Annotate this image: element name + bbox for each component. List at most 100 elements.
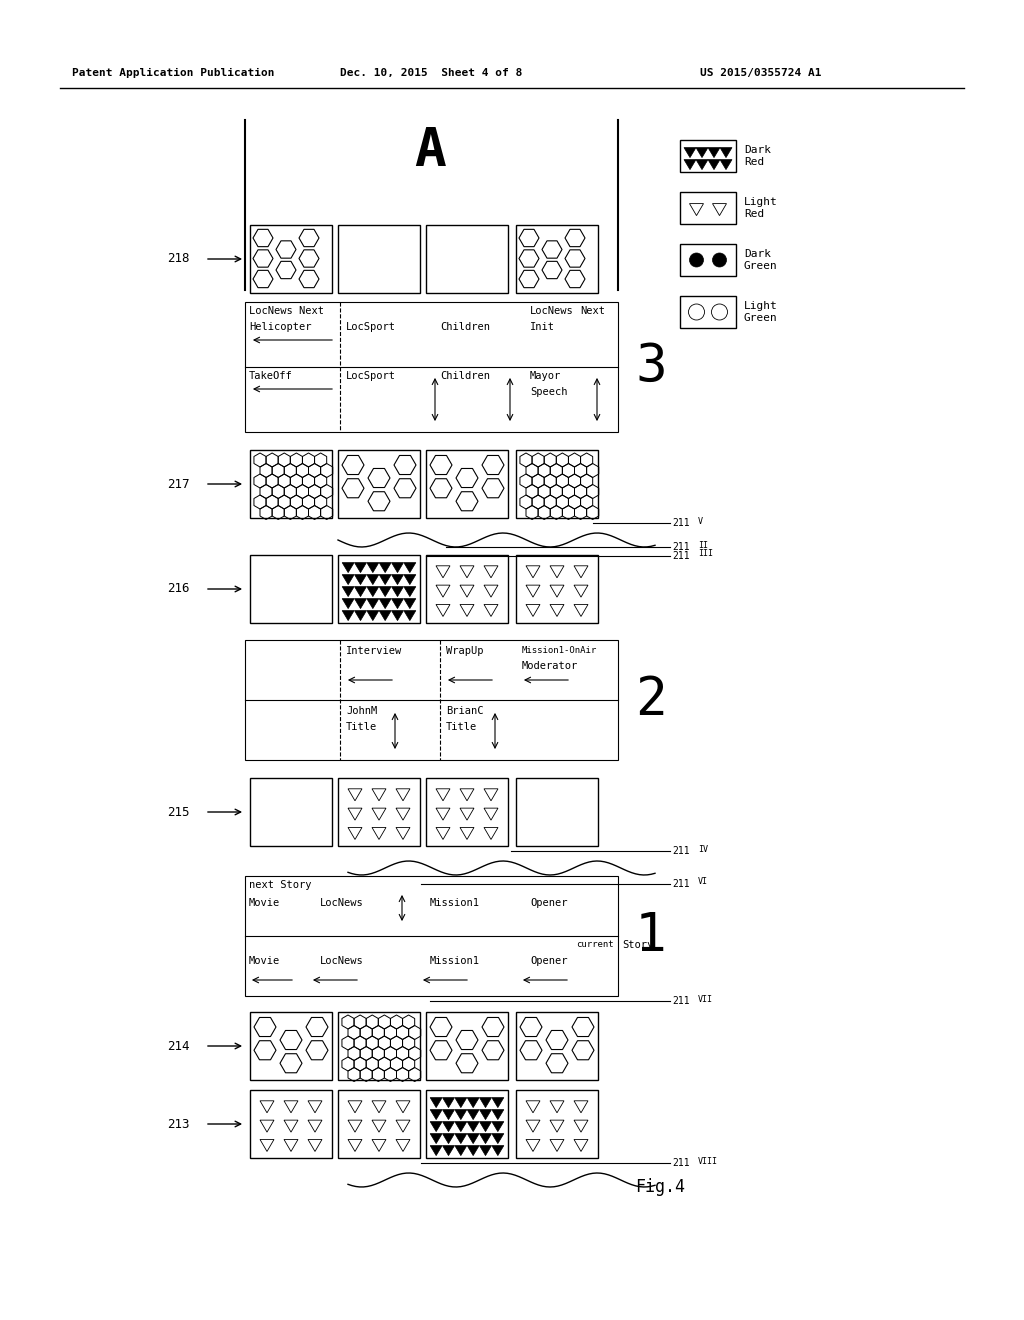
Text: 211: 211: [672, 543, 689, 552]
Polygon shape: [467, 1098, 479, 1107]
Polygon shape: [442, 1110, 455, 1119]
Bar: [516, 554, 598, 623]
Text: II: II: [698, 540, 708, 549]
Text: A: A: [414, 125, 445, 177]
Bar: [245, 302, 618, 432]
Bar: [245, 640, 618, 760]
Polygon shape: [492, 1134, 504, 1143]
Text: 3: 3: [635, 341, 667, 393]
Bar: [426, 450, 508, 517]
Text: Story: Story: [622, 940, 653, 950]
Polygon shape: [342, 586, 354, 597]
Polygon shape: [379, 598, 391, 609]
Text: Next: Next: [580, 306, 605, 315]
Polygon shape: [379, 611, 391, 620]
Polygon shape: [354, 574, 367, 585]
Text: Mission1: Mission1: [430, 898, 480, 908]
Polygon shape: [403, 598, 416, 609]
Text: Helicopter: Helicopter: [249, 322, 311, 333]
Bar: [426, 224, 508, 293]
Text: VI: VI: [698, 878, 708, 887]
Polygon shape: [442, 1134, 455, 1143]
Text: Mission1: Mission1: [430, 956, 480, 966]
Polygon shape: [403, 574, 416, 585]
Polygon shape: [342, 574, 354, 585]
Bar: [680, 140, 736, 172]
Polygon shape: [696, 148, 708, 157]
Bar: [250, 224, 332, 293]
Polygon shape: [696, 160, 708, 169]
Polygon shape: [354, 598, 367, 609]
Bar: [245, 876, 618, 997]
Bar: [338, 1090, 420, 1158]
Text: 211: 211: [672, 517, 689, 528]
Polygon shape: [430, 1146, 442, 1155]
Polygon shape: [479, 1146, 492, 1155]
Text: 1: 1: [635, 909, 667, 962]
Text: 213: 213: [168, 1118, 190, 1130]
Text: Fig.4: Fig.4: [635, 1177, 685, 1196]
Polygon shape: [367, 586, 379, 597]
Text: BrianC: BrianC: [446, 706, 483, 715]
Circle shape: [689, 253, 703, 267]
Circle shape: [688, 304, 705, 319]
Text: Opener: Opener: [530, 956, 567, 966]
Text: IV: IV: [698, 845, 708, 854]
Circle shape: [712, 304, 727, 319]
Polygon shape: [354, 586, 367, 597]
Polygon shape: [342, 562, 354, 573]
Text: Init: Init: [530, 322, 555, 333]
Circle shape: [713, 253, 726, 267]
Text: next Story: next Story: [249, 880, 311, 890]
Text: TakeOff: TakeOff: [249, 371, 293, 381]
Polygon shape: [479, 1122, 492, 1131]
Polygon shape: [455, 1146, 467, 1155]
Bar: [338, 224, 420, 293]
Text: LocNews: LocNews: [530, 306, 573, 315]
Polygon shape: [455, 1098, 467, 1107]
Bar: [426, 1012, 508, 1080]
Polygon shape: [342, 598, 354, 609]
Polygon shape: [492, 1098, 504, 1107]
Polygon shape: [391, 574, 403, 585]
Text: Title: Title: [346, 722, 377, 733]
Bar: [680, 296, 736, 327]
Polygon shape: [391, 586, 403, 597]
Bar: [516, 1090, 598, 1158]
Text: 211: 211: [672, 879, 689, 888]
Polygon shape: [467, 1134, 479, 1143]
Polygon shape: [467, 1110, 479, 1119]
Polygon shape: [391, 562, 403, 573]
Text: US 2015/0355724 A1: US 2015/0355724 A1: [700, 69, 821, 78]
Polygon shape: [403, 562, 416, 573]
Bar: [426, 777, 508, 846]
Polygon shape: [455, 1122, 467, 1131]
Text: Dark
Green: Dark Green: [744, 249, 778, 271]
Polygon shape: [379, 574, 391, 585]
Text: Light
Green: Light Green: [744, 301, 778, 323]
Polygon shape: [720, 148, 732, 157]
Polygon shape: [430, 1098, 442, 1107]
Polygon shape: [403, 586, 416, 597]
Polygon shape: [492, 1146, 504, 1155]
Polygon shape: [467, 1122, 479, 1131]
Text: Light
Red: Light Red: [744, 197, 778, 219]
Polygon shape: [455, 1134, 467, 1143]
Polygon shape: [391, 598, 403, 609]
Bar: [426, 554, 508, 623]
Bar: [250, 1012, 332, 1080]
Polygon shape: [684, 160, 696, 169]
Text: 214: 214: [168, 1040, 190, 1052]
Text: Title: Title: [446, 722, 477, 733]
Polygon shape: [430, 1134, 442, 1143]
Text: 217: 217: [168, 478, 190, 491]
Text: Interview: Interview: [346, 645, 402, 656]
Text: III: III: [698, 549, 713, 558]
Text: LocSport: LocSport: [346, 371, 396, 381]
Polygon shape: [379, 586, 391, 597]
Polygon shape: [479, 1098, 492, 1107]
Polygon shape: [367, 574, 379, 585]
Polygon shape: [442, 1098, 455, 1107]
Bar: [338, 450, 420, 517]
Polygon shape: [354, 611, 367, 620]
